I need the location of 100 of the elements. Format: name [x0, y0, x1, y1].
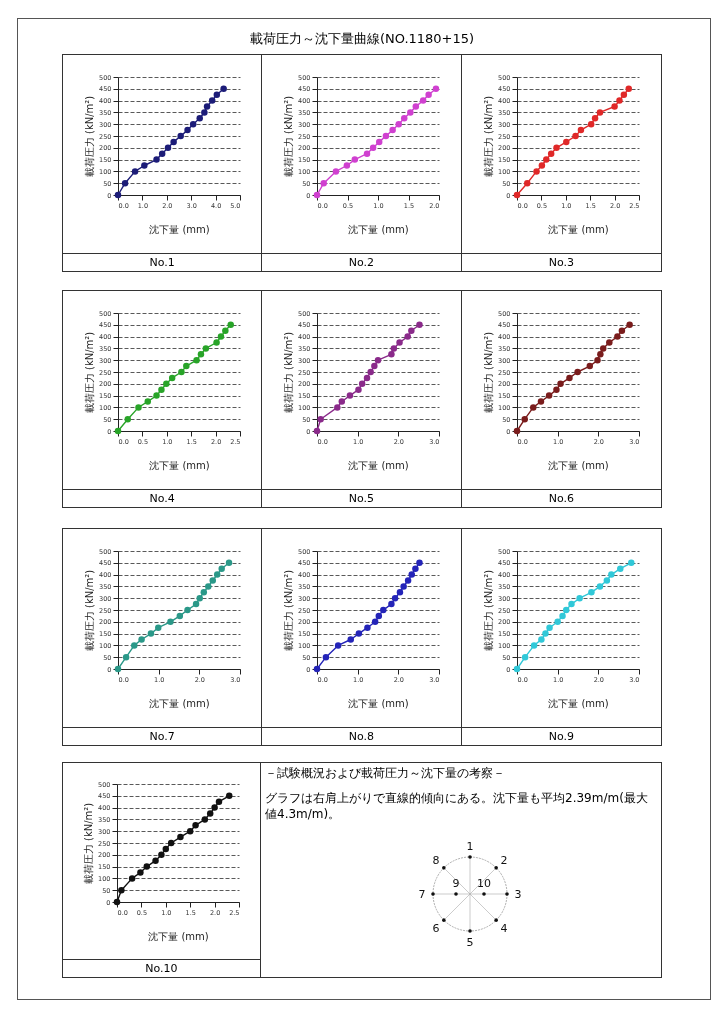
point [432, 85, 440, 92]
point [594, 356, 601, 363]
point [627, 559, 635, 566]
point [162, 845, 170, 852]
point [586, 362, 593, 369]
point [192, 821, 199, 829]
point [157, 385, 165, 393]
point [407, 108, 414, 116]
point [167, 839, 175, 846]
point [158, 149, 166, 157]
point [134, 403, 142, 411]
point [553, 385, 560, 393]
point [538, 161, 545, 169]
point [202, 344, 209, 352]
point [596, 582, 604, 590]
text: No.4 [63, 489, 262, 507]
circle-diagram: 1 2 3 4 5 6 7 8 9 10 [418, 840, 522, 949]
point [547, 149, 555, 157]
point [124, 415, 131, 422]
x-axis-title: 沈下量 (mm) [348, 697, 409, 709]
point [182, 362, 190, 369]
point [206, 809, 214, 817]
point [213, 90, 220, 98]
x-axis-title: 沈下量 (mm) [148, 223, 210, 235]
point [626, 321, 633, 328]
point [177, 132, 184, 139]
point [197, 350, 204, 358]
y-axis-title: 載荷圧力 (kN/m²) [83, 95, 95, 177]
point [576, 594, 583, 601]
point [530, 641, 538, 649]
point [201, 815, 209, 823]
text: 載荷圧力～沈下量曲線(NO.1180+15) [248, 30, 476, 48]
point [388, 600, 395, 607]
x-axis-title: 沈下量 (mm) [148, 459, 210, 471]
point [347, 635, 354, 643]
point [162, 380, 170, 387]
point [375, 138, 383, 145]
point [396, 588, 404, 596]
point [395, 120, 402, 127]
point [320, 179, 327, 186]
point [380, 606, 387, 613]
point [189, 120, 197, 127]
point [412, 564, 419, 572]
point [131, 167, 138, 175]
point [620, 90, 627, 98]
point [611, 102, 618, 110]
point [208, 96, 216, 104]
point [523, 179, 531, 186]
point [572, 132, 579, 139]
point [616, 96, 623, 104]
point [143, 862, 151, 870]
point [416, 559, 423, 566]
point [614, 332, 621, 340]
point [596, 350, 604, 358]
point [375, 612, 383, 619]
y-axis-title: 載荷圧力 (kN/m²) [83, 331, 95, 413]
y-axis-title: 載荷圧力 (kN/m²) [83, 569, 95, 651]
y-axis-title: 載荷圧力 (kN/m²) [283, 569, 295, 651]
point [605, 338, 613, 346]
text: No.5 [262, 489, 461, 507]
point [562, 606, 570, 613]
point [177, 368, 185, 375]
point [545, 391, 553, 399]
point [529, 403, 537, 411]
point [574, 368, 581, 375]
point [168, 374, 176, 381]
point [419, 96, 427, 104]
point [177, 833, 184, 840]
point [546, 623, 553, 631]
point [568, 600, 575, 607]
point [389, 126, 396, 133]
text: －試験概況および載荷圧力～沈下量の考察－ [265, 765, 506, 782]
point [369, 144, 377, 151]
point [322, 653, 330, 660]
point [616, 564, 624, 572]
point [144, 397, 151, 405]
point [625, 85, 632, 92]
point [203, 102, 210, 110]
x-axis-title: 沈下量 (mm) [348, 223, 409, 235]
point [591, 114, 599, 122]
point [603, 576, 610, 584]
point [334, 641, 342, 649]
y-axis-title: 載荷圧力 (kN/m²) [283, 331, 295, 413]
text: No.9 [461, 727, 661, 745]
point [227, 321, 234, 328]
point [152, 391, 160, 399]
point [164, 144, 171, 151]
x-axis-title: 沈下量 (mm) [148, 930, 209, 942]
point [521, 415, 528, 422]
point [404, 576, 412, 584]
point [562, 138, 570, 145]
point [542, 155, 550, 163]
point [355, 629, 363, 637]
point [412, 102, 420, 110]
point [382, 132, 390, 139]
point [332, 167, 340, 175]
point [587, 588, 595, 596]
point [196, 114, 203, 122]
point [587, 120, 595, 127]
point [391, 594, 399, 601]
